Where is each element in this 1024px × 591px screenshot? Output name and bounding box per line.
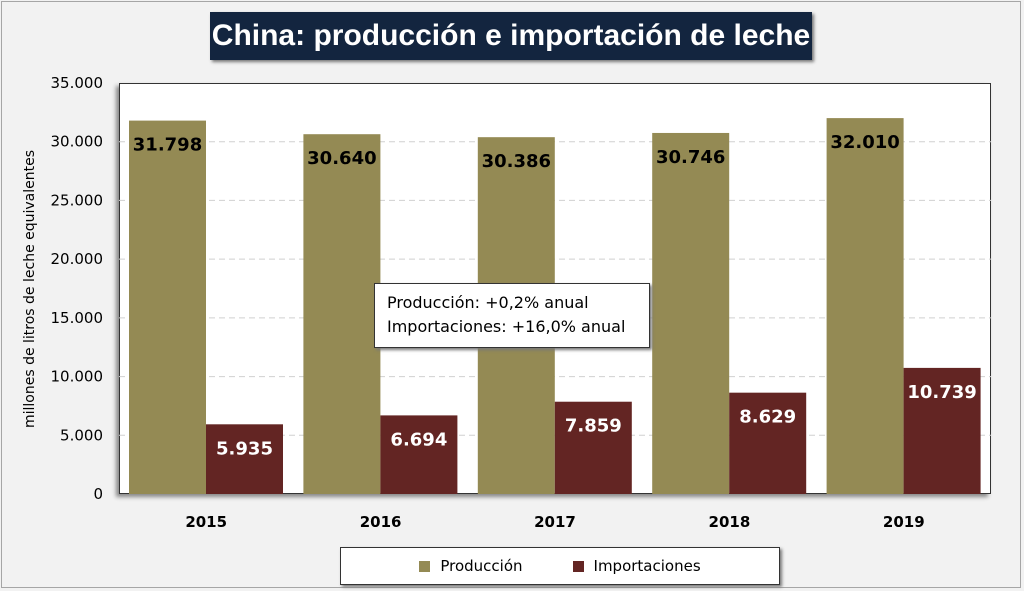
legend-swatch bbox=[419, 560, 431, 572]
annotation-line: Importaciones: +16,0% anual bbox=[387, 317, 626, 336]
y-tick-label: 5.000 bbox=[60, 426, 103, 444]
data-label: 32.010 bbox=[830, 132, 899, 153]
y-tick-label: 15.000 bbox=[51, 309, 104, 327]
data-label: 6.694 bbox=[390, 429, 447, 450]
bar-importaciones bbox=[903, 367, 981, 494]
bar-importaciones bbox=[554, 401, 632, 494]
y-tick-label: 0 bbox=[93, 485, 103, 503]
bar-produccion bbox=[826, 118, 904, 494]
legend-swatch bbox=[572, 560, 584, 572]
x-tick-label: 2019 bbox=[883, 513, 925, 531]
legend-item-produccion: Producción bbox=[419, 557, 523, 575]
growth-annotation: Producción: +0,2% anual Importaciones: +… bbox=[374, 283, 650, 348]
legend-label: Importaciones bbox=[593, 557, 701, 575]
legend-item-importaciones: Importaciones bbox=[572, 557, 701, 575]
data-label: 30.746 bbox=[656, 147, 725, 168]
x-tick-label: 2017 bbox=[534, 513, 576, 531]
x-tick-label: 2018 bbox=[709, 513, 751, 531]
y-tick-label: 20.000 bbox=[51, 250, 104, 268]
annotation-line: Producción: +0,2% anual bbox=[387, 293, 589, 312]
y-axis-label: millones de litros de leche equivalentes bbox=[22, 149, 38, 429]
data-label: 7.859 bbox=[565, 416, 622, 437]
data-label: 30.640 bbox=[307, 148, 376, 169]
x-tick-label: 2016 bbox=[360, 513, 402, 531]
bar-importaciones bbox=[380, 415, 458, 494]
y-tick-label: 25.000 bbox=[51, 191, 104, 209]
bar-produccion bbox=[129, 120, 206, 494]
data-label: 31.798 bbox=[133, 135, 202, 156]
data-label: 30.386 bbox=[482, 151, 551, 172]
bar-importaciones bbox=[206, 424, 283, 494]
y-tick-label: 35.000 bbox=[51, 74, 104, 92]
x-tick-label: 2015 bbox=[185, 513, 227, 531]
chart-title: China: producción e importación de leche bbox=[210, 12, 812, 60]
legend: Producción Importaciones bbox=[340, 547, 780, 585]
bar-produccion bbox=[652, 132, 730, 495]
y-tick-label: 30.000 bbox=[51, 133, 104, 151]
data-label: 8.629 bbox=[739, 407, 796, 428]
legend-label: Producción bbox=[440, 557, 523, 575]
data-label: 5.935 bbox=[216, 438, 273, 459]
y-tick-label: 10.000 bbox=[51, 368, 104, 386]
data-label: 10.739 bbox=[907, 382, 976, 403]
bar-importaciones bbox=[729, 392, 807, 494]
bar-produccion bbox=[303, 134, 381, 494]
